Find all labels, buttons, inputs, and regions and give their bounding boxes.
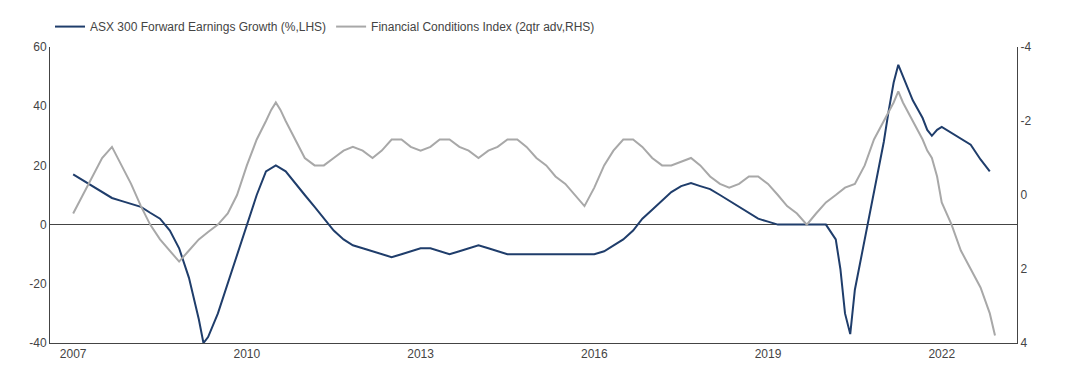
- svg-text:4: 4: [1020, 336, 1027, 350]
- svg-text:2022: 2022: [928, 347, 955, 361]
- svg-text:20: 20: [33, 159, 47, 173]
- svg-text:2013: 2013: [407, 347, 434, 361]
- svg-text:2010: 2010: [234, 347, 261, 361]
- svg-text:60: 60: [33, 40, 47, 54]
- svg-text:40: 40: [33, 99, 47, 113]
- svg-text:-20: -20: [29, 277, 47, 291]
- svg-text:2016: 2016: [581, 347, 608, 361]
- svg-text:2019: 2019: [755, 347, 782, 361]
- svg-text:0: 0: [1020, 188, 1027, 202]
- svg-text:ASX 300 Forward Earnings Growt: ASX 300 Forward Earnings Growth (%,LHS): [90, 20, 326, 34]
- svg-text:2007: 2007: [60, 347, 87, 361]
- svg-text:-40: -40: [29, 336, 47, 350]
- svg-text:2: 2: [1020, 262, 1027, 276]
- svg-text:0: 0: [40, 218, 47, 232]
- svg-text:-4: -4: [1020, 40, 1031, 54]
- svg-text:Financial Conditions Index (2q: Financial Conditions Index (2qtr adv,RHS…: [371, 20, 594, 34]
- svg-text:-2: -2: [1020, 114, 1031, 128]
